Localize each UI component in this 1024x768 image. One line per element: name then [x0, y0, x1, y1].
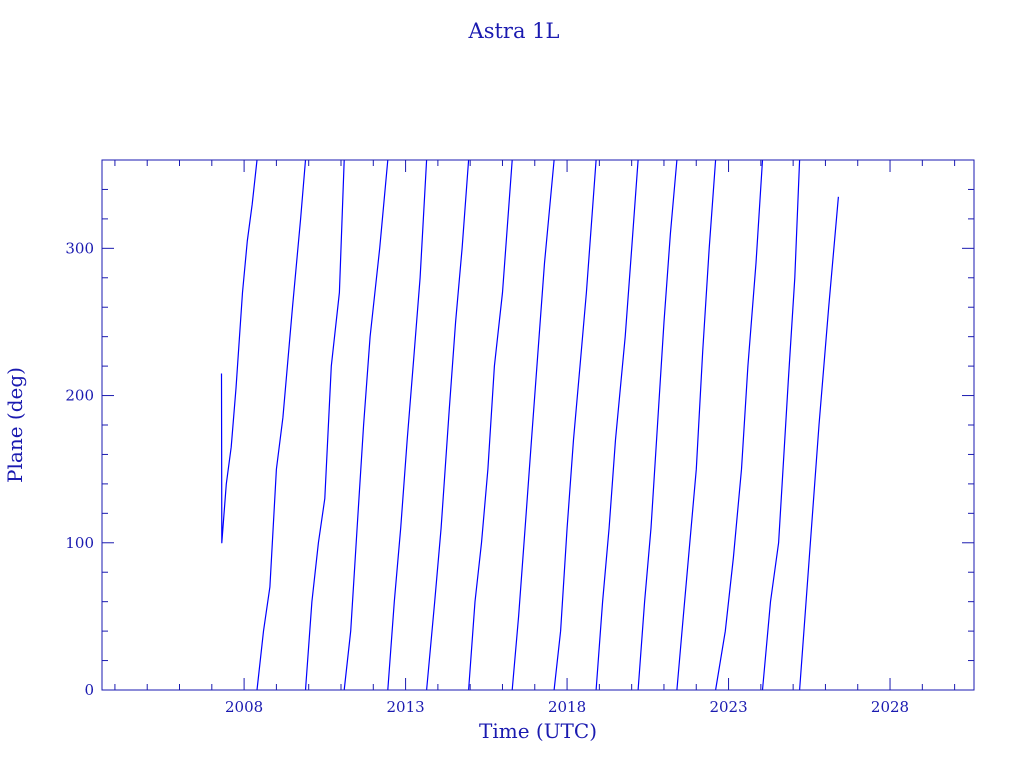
x-tick-label: 2013: [386, 698, 424, 716]
y-tick-label: 200: [65, 387, 94, 405]
plot-area: 2008 2013 2018 2023 2028 0 100 200 300: [65, 159, 975, 716]
x-tick-label: 2028: [871, 698, 909, 716]
x-tick-label: 2018: [548, 698, 586, 716]
x-tick-label: 2008: [225, 698, 263, 716]
y-axis-label: Plane (deg): [3, 367, 27, 483]
y-tick-label: 100: [65, 534, 94, 552]
x-tick-label: 2023: [709, 698, 747, 716]
minor-ticks: [102, 160, 974, 690]
x-axis-label: Time (UTC): [479, 719, 597, 743]
x-axis-ticks: 2008 2013 2018 2023 2028: [225, 160, 909, 716]
y-axis-ticks: 0 100 200 300: [65, 239, 974, 699]
y-tick-label: 300: [65, 239, 94, 257]
series-line: [220, 159, 839, 691]
chart-title: Astra 1L: [468, 19, 560, 43]
y-tick-label: 0: [84, 681, 94, 699]
